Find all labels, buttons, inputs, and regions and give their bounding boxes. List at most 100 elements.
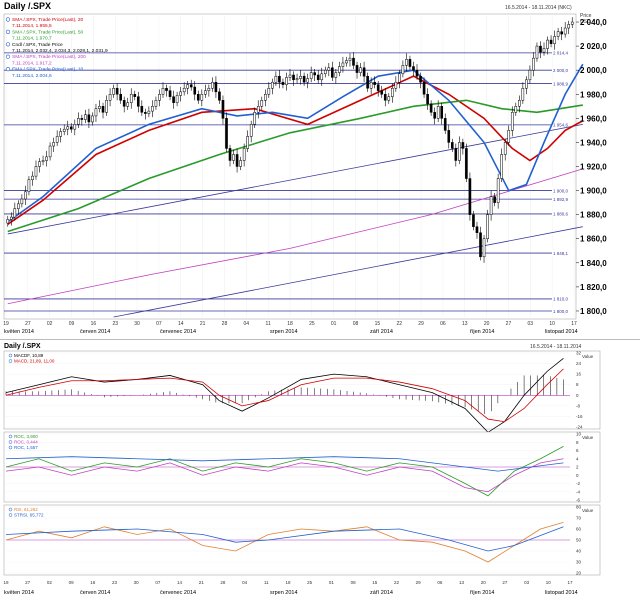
bottom-month-label: září 2014 bbox=[370, 590, 393, 596]
bottom-tick-label: 19 bbox=[3, 580, 9, 585]
candle-body bbox=[253, 112, 257, 125]
candle-body bbox=[207, 87, 211, 91]
bottom-tick-label: 03 bbox=[524, 580, 530, 585]
x-tick-label: 11 bbox=[266, 321, 271, 327]
candle-body bbox=[334, 72, 338, 78]
bottom-tick-label: 18 bbox=[285, 580, 291, 585]
month-label: září 2014 bbox=[370, 329, 393, 335]
y-tick-label: 1 840,0 bbox=[580, 259, 607, 268]
candle-body bbox=[419, 75, 422, 83]
x-tick-label: 06 bbox=[440, 321, 446, 327]
candle-body bbox=[472, 214, 475, 227]
support-label-bg bbox=[552, 67, 574, 74]
candle-body bbox=[232, 154, 235, 161]
candle-body bbox=[489, 196, 493, 215]
bottom-tick-label: 11 bbox=[264, 580, 269, 585]
value-label: Value bbox=[582, 354, 594, 359]
panel-legend-marker bbox=[8, 513, 13, 517]
x-tick-label: 09 bbox=[69, 321, 75, 327]
sub-title: Daily /.SPX bbox=[4, 343, 41, 350]
candle-body bbox=[204, 90, 207, 95]
candle-body bbox=[345, 60, 348, 64]
candle-body bbox=[535, 45, 539, 59]
panel-series bbox=[5, 526, 564, 552]
candle-body bbox=[235, 154, 239, 167]
month-label: srpen 2014 bbox=[270, 329, 298, 335]
candle-body bbox=[352, 57, 355, 66]
candle-body bbox=[359, 67, 362, 73]
main-grid bbox=[5, 16, 575, 317]
x-tick-label: 22 bbox=[396, 321, 402, 327]
panel-y-tick: 10 bbox=[576, 432, 582, 437]
bottom-tick-label: 15 bbox=[372, 580, 378, 585]
x-tick-label: 10 bbox=[549, 321, 555, 327]
candle-body bbox=[525, 79, 528, 89]
candle-body bbox=[101, 106, 105, 113]
panel-y-tick: -6 bbox=[576, 498, 580, 503]
panel-y-tick: 50 bbox=[576, 538, 582, 543]
candle-body bbox=[514, 106, 518, 113]
support-label-bg bbox=[552, 196, 574, 203]
bottom-tick-label: 10 bbox=[546, 580, 552, 585]
y-tick-label: 1 820,0 bbox=[580, 283, 607, 292]
legend-marker bbox=[5, 17, 11, 22]
candle-body bbox=[391, 87, 394, 97]
candle-body bbox=[228, 148, 232, 161]
candle-body bbox=[48, 145, 52, 158]
candle-body bbox=[267, 87, 271, 95]
x-tick-label: 27 bbox=[25, 321, 31, 327]
support-label: 1 988,9 bbox=[553, 81, 569, 86]
x-tick-label: 18 bbox=[287, 321, 293, 327]
candle-body bbox=[458, 142, 461, 161]
candle-body bbox=[108, 94, 112, 101]
panel-y-tick: 16 bbox=[576, 372, 582, 377]
candle-body bbox=[77, 118, 80, 125]
bottom-tick-label: 30 bbox=[134, 580, 140, 585]
support-label-bg bbox=[552, 210, 574, 217]
x-tick-label: 14 bbox=[178, 321, 184, 327]
panel-y-tick: 24 bbox=[576, 361, 582, 366]
panel-legend-entry: MACDF, 10,89 bbox=[14, 353, 44, 358]
panel-y-tick: -4 bbox=[576, 489, 580, 494]
legend-entry: SMA /.SPX, Trade Price(Last), 200 bbox=[12, 54, 86, 60]
trend-line bbox=[7, 123, 583, 235]
candle-body bbox=[503, 142, 507, 155]
candle-body bbox=[338, 66, 341, 73]
panel-legend-marker bbox=[8, 507, 13, 512]
y-tick-label: 2 040,0 bbox=[580, 18, 607, 27]
candle-body bbox=[69, 126, 73, 130]
y-tick-label: 1 800,0 bbox=[580, 307, 607, 316]
candle-body bbox=[249, 124, 253, 137]
candle-body bbox=[415, 69, 419, 77]
legend-entry: SMA /.SPX, Trade Price(Last), 50 bbox=[12, 29, 84, 35]
panel-y-tick: 4 bbox=[576, 456, 579, 461]
candle-body bbox=[31, 175, 34, 180]
candle-body bbox=[482, 238, 486, 258]
candle-body bbox=[327, 67, 331, 71]
y-tick-label: 1 880,0 bbox=[580, 211, 607, 220]
candle-body bbox=[373, 81, 376, 85]
y-tick-label: 1 860,0 bbox=[580, 235, 607, 244]
candle-body bbox=[27, 179, 31, 193]
panel-y-tick: 2 bbox=[576, 465, 579, 470]
candle-body bbox=[553, 36, 556, 44]
candle-body bbox=[369, 81, 373, 89]
candle-body bbox=[542, 48, 546, 53]
candle-body bbox=[546, 39, 549, 49]
series-line bbox=[7, 63, 584, 223]
candle-body bbox=[172, 96, 175, 103]
candle-body bbox=[560, 31, 563, 35]
y-tick-label: 1 920,0 bbox=[580, 163, 607, 172]
candle-body bbox=[556, 31, 560, 37]
candle-body bbox=[91, 115, 94, 123]
bottom-tick-label: 16 bbox=[90, 580, 96, 585]
moving-averages bbox=[7, 63, 584, 305]
panel-series bbox=[5, 368, 564, 423]
x-tick-label: 08 bbox=[353, 321, 359, 327]
panel-y-tick: -8 bbox=[576, 403, 580, 408]
series-line bbox=[7, 168, 583, 305]
x-tick-label: 30 bbox=[134, 321, 140, 327]
candle-body bbox=[355, 65, 359, 73]
